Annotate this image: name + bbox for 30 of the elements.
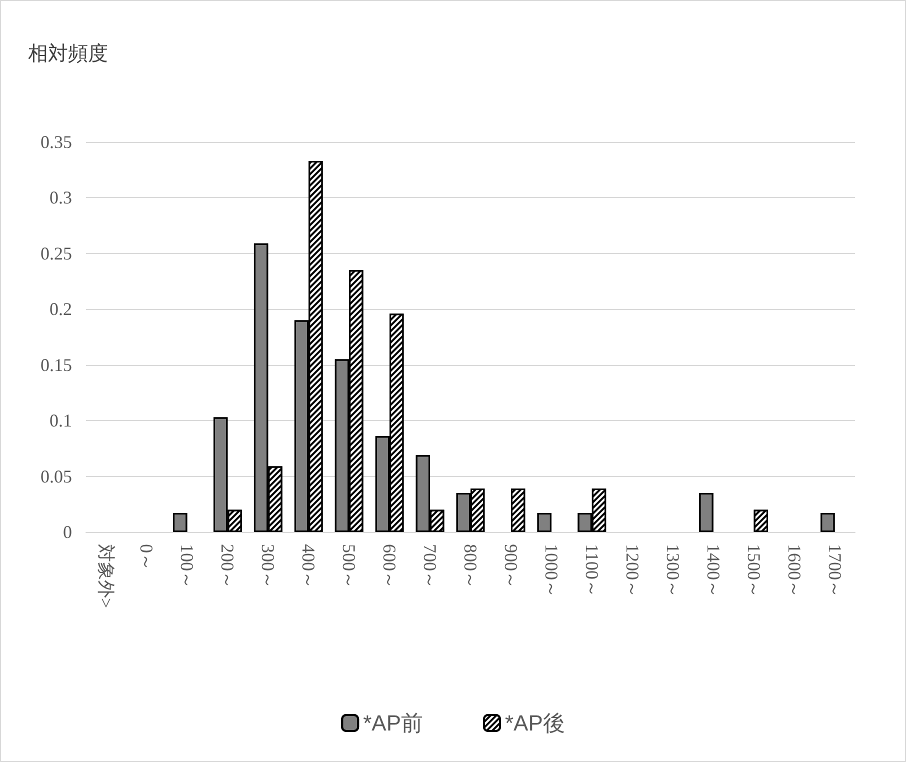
x-tick-label: 1400～: [703, 544, 724, 598]
legend-label: *AP前: [363, 710, 424, 736]
y-tick-label: 0.05: [40, 466, 72, 486]
y-tick-label: 0.3: [50, 188, 72, 208]
x-tick-label: 600～: [380, 544, 400, 589]
x-tick-label: 900～: [500, 544, 521, 589]
y-tick-label: 0.35: [40, 132, 72, 152]
x-tick-label: 0～: [136, 544, 157, 571]
x-tick-label: 800～: [460, 544, 480, 589]
y-tick-label: 0.25: [40, 243, 72, 264]
y-tick-label: 0.15: [40, 354, 72, 375]
x-tick-label: 300～: [258, 544, 278, 589]
x-tick-label: 対象外>: [96, 544, 116, 608]
legend-label: *AP後: [505, 710, 565, 736]
x-tick-label: 400～: [298, 544, 319, 589]
x-tick-label: 100～: [177, 544, 198, 589]
x-tick-label: 1500～: [744, 544, 764, 598]
x-tick-label: 200～: [218, 544, 238, 589]
x-tick-label: 700～: [420, 544, 440, 589]
x-tick-label: 1300～: [662, 544, 683, 598]
y-tick-label: 0.2: [50, 299, 72, 320]
x-tick-label: 1600～: [784, 544, 804, 598]
y-axis-title: 相対頻度: [28, 43, 108, 65]
y-tick-label: 0.1: [50, 410, 72, 431]
x-tick-label: 1000～: [541, 544, 562, 598]
x-tick-label: 1100～: [582, 544, 602, 598]
x-tick-label: 1700～: [824, 544, 845, 598]
x-tick-label: 500～: [339, 544, 360, 589]
y-tick-label: 0: [63, 522, 72, 542]
x-tick-label: 1200～: [622, 544, 642, 598]
